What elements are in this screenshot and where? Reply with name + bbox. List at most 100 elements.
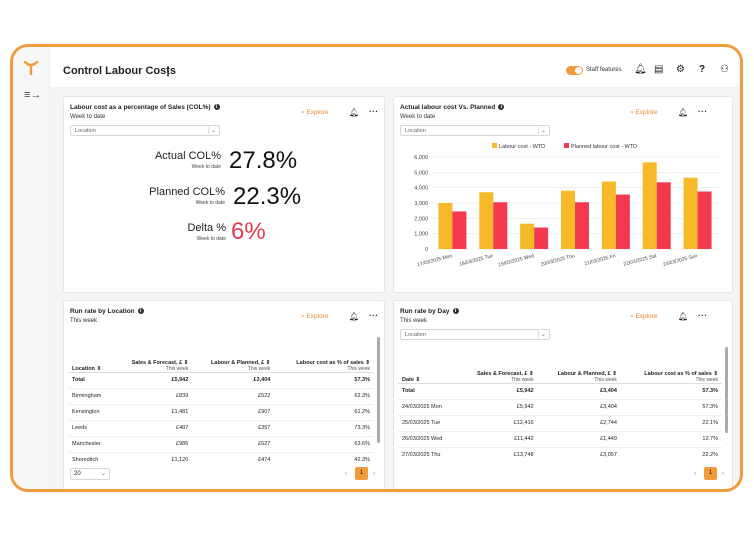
bar-labour xyxy=(438,203,453,249)
col-header[interactable]: Sales & Forecast, £ ⇕ This week xyxy=(131,359,189,372)
table-row[interactable]: 27/03/2025 Thu £13,748 £3,057 22.2% xyxy=(398,446,722,463)
document-icon[interactable]: ▤ xyxy=(654,64,664,75)
table-cell: £2,744 xyxy=(537,414,621,431)
legend-label: Labour cost - WTD xyxy=(499,144,545,150)
prev-page-icon[interactable]: ‹ xyxy=(694,471,696,477)
user-icon[interactable]: ⚇ xyxy=(720,64,729,75)
col-header[interactable]: Labour cost as % of sales ⇕ This week xyxy=(644,370,718,383)
card-bell-icon[interactable]: 🔔︎ xyxy=(349,312,360,321)
y-tick-label: 2,000 xyxy=(414,216,428,222)
day-table: Date ⇕ Sales & Forecast, £ ⇕ This week La… xyxy=(398,345,722,463)
table-row[interactable]: Manchester £986 £627 63.6% xyxy=(68,435,374,452)
explore-label: Explore xyxy=(306,313,329,320)
sidebar: ≡→ xyxy=(13,47,50,489)
main-area: Control Labour Costs ⋮ Staff features 🔔︎… xyxy=(50,47,740,489)
kpi-value-planned: 22.3% xyxy=(233,183,302,210)
filter-placeholder: Location xyxy=(75,128,96,134)
day-table-wrap: Date ⇕ Sales & Forecast, £ ⇕ This week La… xyxy=(398,345,722,463)
scrollbar[interactable] xyxy=(725,347,728,433)
table-row[interactable]: Birmingham £839 £522 62.3% xyxy=(68,387,374,404)
card-bell-icon[interactable]: 🔔︎ xyxy=(678,108,689,117)
col-header[interactable]: Location ⇕ xyxy=(72,365,102,372)
filter-placeholder: Location xyxy=(405,332,426,338)
table-row[interactable]: Shoreditch £1,120 £474 42.3% xyxy=(68,451,374,468)
table-row[interactable]: Leeds £487 £357 73.3% xyxy=(68,419,374,436)
explore-label: Explore xyxy=(306,109,329,116)
table-row[interactable]: 25/03/2025 Tue £12,416 £2,744 22.1% xyxy=(398,414,722,431)
bar-labour xyxy=(683,177,698,249)
table-cell: £3,404 xyxy=(192,371,275,388)
page-button-1[interactable]: 1 xyxy=(704,467,717,480)
location-filter[interactable]: Location ⌄ xyxy=(400,329,550,340)
location-filter[interactable]: Location ⌄ xyxy=(400,125,550,136)
card-more-icon[interactable]: ··· xyxy=(369,311,379,320)
table-cell: £986 xyxy=(113,435,193,452)
explore-button[interactable]: ⌕ Explore xyxy=(630,109,658,116)
next-page-icon[interactable]: › xyxy=(373,471,375,477)
col-header[interactable]: Date ⇕ xyxy=(402,376,421,383)
table-cell: £474 xyxy=(192,451,275,468)
explore-label: Explore xyxy=(635,109,658,116)
info-icon[interactable]: i xyxy=(498,104,505,110)
explore-button[interactable]: ⌕ Explore xyxy=(630,313,658,320)
gear-icon[interactable]: ⚙ xyxy=(676,64,685,75)
card-more-icon[interactable]: ··· xyxy=(369,107,379,116)
card-subtitle: This week xyxy=(70,318,98,324)
staff-features-toggle[interactable] xyxy=(566,66,583,75)
page-size-select[interactable]: 20 ⌄ xyxy=(70,468,110,480)
col-header[interactable]: Labour & Planned, £ ⇕ This week xyxy=(557,370,617,383)
page-menu-icon[interactable]: ⋮ xyxy=(162,64,174,78)
table-cell: Kensington xyxy=(68,403,114,420)
card-more-icon[interactable]: ··· xyxy=(698,311,708,320)
table-cell: 26/03/2025 Wed xyxy=(398,430,458,447)
y-tick-label: 5,000 xyxy=(414,170,428,176)
card-bell-icon[interactable]: 🔔︎ xyxy=(678,312,689,321)
info-icon[interactable]: i xyxy=(137,308,144,314)
table-row[interactable]: 26/03/2025 Wed £11,442 £1,449 12.7% xyxy=(398,430,722,447)
col-header[interactable]: Labour & Planned, £ ⇕ This week xyxy=(211,359,271,372)
help-icon[interactable]: ? xyxy=(699,64,706,75)
col-header[interactable]: Labour cost as % of sales ⇕ This week xyxy=(296,359,370,372)
table-row[interactable]: Kensington £1,481 £907 61.2% xyxy=(68,403,374,420)
table-cell: 57.3% xyxy=(274,371,374,388)
top-bar: Control Labour Costs ⋮ Staff features 🔔︎… xyxy=(50,47,740,87)
chart-card: Actual labour cost Vs. Planned i Week to … xyxy=(393,96,733,293)
x-tick-label: 20/03/2025 Thu xyxy=(540,253,576,268)
table-cell: £11,442 xyxy=(457,430,538,447)
table-cell: £522 xyxy=(192,387,275,404)
location-filter[interactable]: Location ⌄ xyxy=(70,125,220,136)
scrollbar[interactable] xyxy=(377,337,380,443)
y-tick-label: 6,000 xyxy=(414,155,428,161)
next-page-icon[interactable]: › xyxy=(722,471,724,477)
table-cell: £627 xyxy=(192,435,275,452)
bar-planned xyxy=(656,182,671,249)
card-subtitle: Week to date xyxy=(70,114,106,120)
page-button-1[interactable]: 1 xyxy=(355,467,368,480)
y-tick-label: 4,000 xyxy=(414,186,428,192)
table-cell: £487 xyxy=(113,419,193,436)
page-size-value: 20 xyxy=(74,471,81,477)
card-more-icon[interactable]: ··· xyxy=(698,107,708,116)
explore-button[interactable]: ⌕ Explore xyxy=(301,313,329,320)
expand-sidebar-icon[interactable]: ≡→ xyxy=(24,89,42,101)
prev-page-icon[interactable]: ‹ xyxy=(345,471,347,477)
x-tick-label: 19/03/2025 Wed xyxy=(498,253,535,268)
explore-button[interactable]: ⌕ Explore xyxy=(301,109,329,116)
card-bell-icon[interactable]: 🔔︎ xyxy=(349,108,360,117)
table-row[interactable]: 24/03/2025 Mon £5,942 £3,404 57.3% xyxy=(398,398,722,415)
bar-chart: 0 1,000 2,000 3,000 4,000 5,000 6,000 Labour co… xyxy=(414,143,718,268)
bar-labour xyxy=(642,162,657,249)
table-cell: Shoreditch xyxy=(68,451,114,468)
table-cell: 57.3% xyxy=(620,398,722,415)
x-tick-label: 23/03/2025 Sun xyxy=(662,253,698,268)
bell-icon[interactable]: 🔔︎ xyxy=(634,64,647,75)
col-header[interactable]: Sales & Forecast, £ ⇕ This week xyxy=(477,370,534,383)
info-icon[interactable]: i xyxy=(452,308,459,314)
table-cell: £1,481 xyxy=(113,403,193,420)
info-icon[interactable]: i xyxy=(213,104,220,110)
table-row[interactable]: Total £5,942 £3,404 57.3% xyxy=(398,382,722,399)
table-row[interactable]: Total £5,942 £3,404 57.3% xyxy=(68,371,374,388)
bar-planned xyxy=(493,202,508,249)
table-cell: 12.7% xyxy=(620,430,722,447)
bar-planned xyxy=(615,194,630,249)
